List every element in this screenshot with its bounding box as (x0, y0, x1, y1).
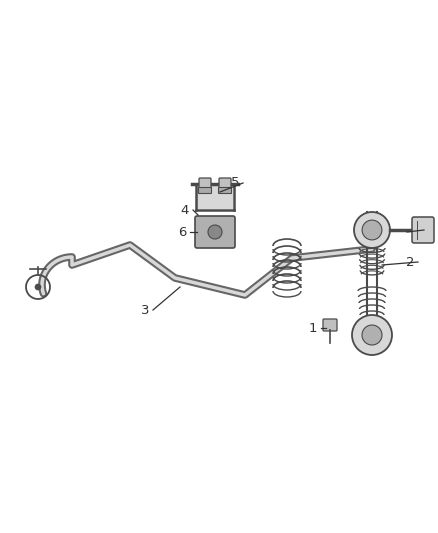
FancyBboxPatch shape (412, 217, 434, 243)
Text: 1: 1 (309, 321, 317, 335)
Bar (197, 184, 233, 209)
FancyBboxPatch shape (195, 216, 235, 248)
Circle shape (208, 225, 222, 239)
FancyBboxPatch shape (199, 178, 211, 189)
FancyBboxPatch shape (198, 188, 212, 193)
Circle shape (354, 212, 390, 248)
FancyBboxPatch shape (219, 188, 232, 193)
Circle shape (362, 325, 382, 345)
Circle shape (352, 315, 392, 355)
Circle shape (362, 220, 382, 240)
FancyBboxPatch shape (219, 178, 231, 189)
Text: 5: 5 (231, 176, 239, 190)
Text: 1: 1 (412, 223, 420, 237)
Circle shape (35, 284, 41, 290)
Text: 3: 3 (141, 303, 149, 317)
Text: 6: 6 (178, 225, 186, 238)
Text: 2: 2 (406, 255, 414, 269)
FancyBboxPatch shape (323, 319, 337, 331)
Text: 4: 4 (181, 204, 189, 216)
